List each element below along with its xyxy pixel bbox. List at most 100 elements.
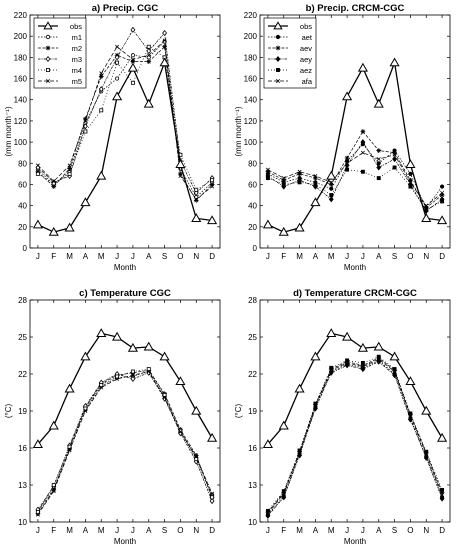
data-point-afa <box>313 404 318 409</box>
series-line-aey <box>267 361 443 517</box>
legend-marker <box>273 21 283 30</box>
data-point-aez <box>297 180 302 185</box>
data-point-m5 <box>35 512 40 517</box>
legend-entry: aet <box>302 33 313 42</box>
x-tick-label: O <box>177 526 183 535</box>
y-tick-label: 25 <box>248 333 257 342</box>
data-point-obs <box>373 341 384 351</box>
y-tick-label: 200 <box>244 32 258 41</box>
data-point-afa <box>360 150 365 155</box>
data-point-aev <box>265 169 271 175</box>
data-point-m5 <box>115 376 120 381</box>
data-point-m5 <box>194 454 199 459</box>
data-point-m5 <box>67 163 72 168</box>
series-line-m5 <box>37 39 213 200</box>
y-tick-label: 19 <box>248 407 257 416</box>
data-point-obs <box>357 62 368 72</box>
data-point-m4 <box>99 108 104 113</box>
data-point-m4 <box>210 495 215 500</box>
data-point-aev <box>297 171 302 177</box>
y-tick-label: 40 <box>18 202 27 211</box>
x-tick-label: D <box>439 526 445 535</box>
y-tick-label: 140 <box>244 96 258 105</box>
data-point-afa <box>281 176 286 181</box>
data-point-m2 <box>67 166 72 171</box>
data-point-m2 <box>162 44 167 50</box>
data-point-aez <box>376 176 381 181</box>
x-axis-label: Month <box>114 537 136 546</box>
series-line-obs <box>37 332 213 445</box>
data-point-m5 <box>146 53 151 58</box>
series-line-aet <box>267 143 443 209</box>
data-point-m3 <box>98 86 104 93</box>
plot-frame <box>259 299 451 523</box>
y-tick-label: 180 <box>244 53 258 62</box>
x-tick-label: J <box>131 252 135 261</box>
series-m1 <box>35 369 215 513</box>
x-tick-label: F <box>51 252 56 261</box>
data-point-m5 <box>83 118 88 123</box>
y-tick-label: 20 <box>18 223 27 232</box>
chart-panel-2: b) Precip. CRCM-CGC 0 20 40 60 80 100 120 140 160… <box>234 3 451 272</box>
legend-marker <box>46 68 50 72</box>
data-point-m5 <box>178 174 183 178</box>
data-point-m2 <box>193 197 199 203</box>
data-point-obs <box>342 331 353 341</box>
data-point-aez <box>345 358 350 363</box>
data-point-afa <box>265 167 270 172</box>
data-point-aez <box>376 354 381 359</box>
data-point-m5 <box>51 489 56 494</box>
data-point-m4 <box>99 383 104 388</box>
x-tick-label: A <box>83 526 89 535</box>
series-aez <box>265 165 445 212</box>
x-tick-label: J <box>345 252 349 261</box>
data-point-aez <box>313 182 318 187</box>
data-point-obs <box>96 170 107 180</box>
series-line-aey <box>267 141 443 212</box>
data-point-aez <box>329 193 334 198</box>
data-point-aet <box>408 171 413 176</box>
data-point-m4 <box>146 44 151 49</box>
series-line-aet <box>267 360 443 515</box>
data-point-obs <box>112 91 123 101</box>
y-tick-label: 220 <box>244 11 258 20</box>
data-point-aez <box>392 165 397 170</box>
legend-entry: afa <box>302 77 313 86</box>
x-tick-label: A <box>376 526 382 535</box>
x-tick-label: S <box>162 526 167 535</box>
x-tick-label: J <box>115 252 119 261</box>
x-tick-label: A <box>313 526 319 535</box>
data-point-obs <box>143 341 154 351</box>
data-point-afa <box>360 364 365 369</box>
legend: obs m1 m2 m3 m4 m5 <box>33 17 87 89</box>
data-point-afa <box>313 174 318 178</box>
data-point-obs <box>405 376 416 386</box>
data-point-obs <box>191 213 202 222</box>
series-afa <box>265 150 445 208</box>
data-point-m5 <box>146 369 151 374</box>
x-axis-label: Month <box>344 537 366 546</box>
data-point-m5 <box>210 491 215 496</box>
data-point-afa <box>392 369 397 374</box>
legend: obs aet aev aey aez afa <box>263 17 317 89</box>
legend-marker <box>45 45 51 51</box>
y-tick-label: 10 <box>18 518 27 527</box>
data-point-m1 <box>115 76 120 81</box>
data-point-m5 <box>51 179 56 184</box>
data-point-afa <box>265 511 270 516</box>
data-point-aev <box>328 182 334 187</box>
data-point-aev <box>423 205 429 211</box>
data-point-aez <box>265 176 270 181</box>
data-point-m2 <box>193 453 199 458</box>
data-point-obs <box>437 215 448 225</box>
data-point-afa <box>440 190 445 195</box>
series-m2 <box>35 367 215 516</box>
x-tick-label: J <box>115 526 119 535</box>
y-tick-label: 120 <box>14 117 28 126</box>
data-point-m4 <box>162 393 167 397</box>
x-tick-label: A <box>376 252 382 261</box>
legend-entry: obs <box>300 22 312 31</box>
data-point-obs <box>310 197 321 207</box>
data-point-aez <box>360 360 365 365</box>
x-tick-label: A <box>83 252 89 261</box>
